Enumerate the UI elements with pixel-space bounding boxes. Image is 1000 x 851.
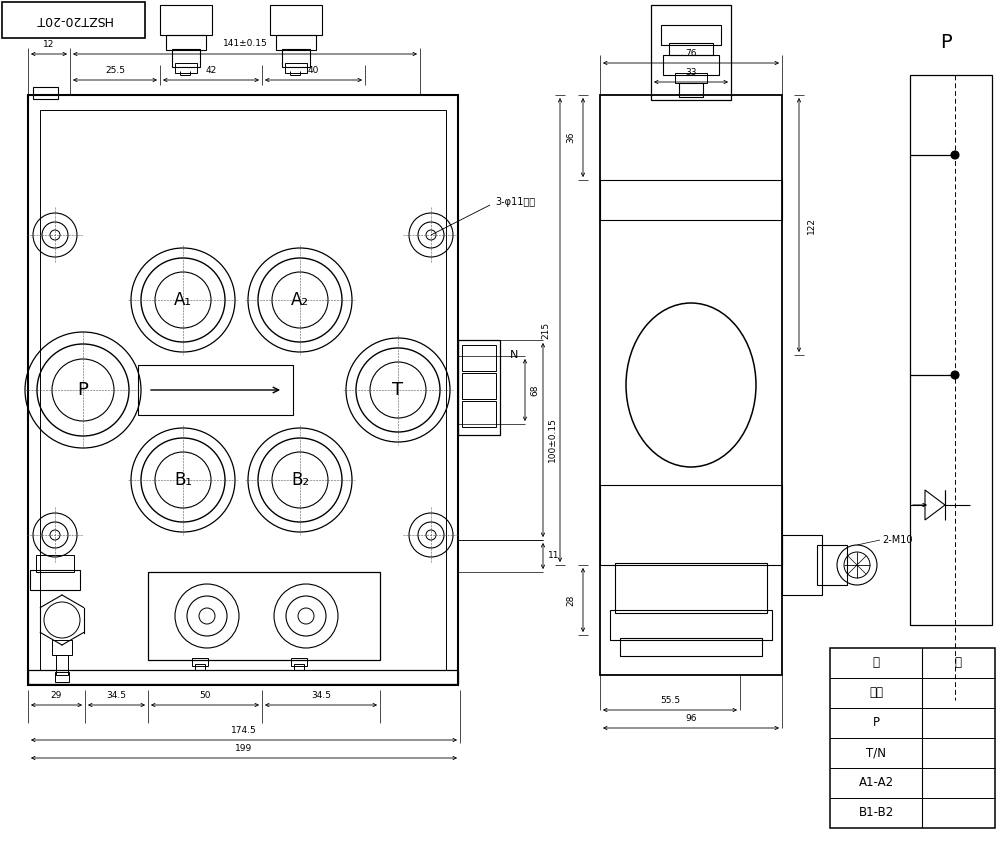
Text: 55.5: 55.5 — [660, 696, 680, 705]
Bar — [40, 110, 446, 670]
Text: 阀: 阀 — [872, 656, 880, 670]
Bar — [462, 373, 496, 399]
Text: 12: 12 — [43, 40, 55, 49]
Text: 141±0.15: 141±0.15 — [223, 39, 267, 48]
Bar — [830, 648, 995, 828]
Text: P: P — [940, 32, 952, 52]
Bar — [175, 63, 197, 73]
Circle shape — [951, 371, 959, 379]
Text: 50: 50 — [199, 691, 211, 700]
Text: 40: 40 — [307, 66, 319, 75]
Bar — [56, 655, 68, 675]
Text: A₂: A₂ — [291, 291, 309, 309]
Text: 29: 29 — [50, 691, 62, 700]
Text: 33: 33 — [685, 68, 697, 77]
Bar — [675, 73, 707, 83]
Bar — [2, 2, 145, 38]
Circle shape — [426, 230, 436, 240]
Text: 34.5: 34.5 — [311, 691, 331, 700]
Text: 100±0.15: 100±0.15 — [548, 418, 557, 462]
Bar — [615, 563, 767, 613]
Text: 174.5: 174.5 — [231, 726, 257, 735]
Bar — [600, 485, 782, 565]
Text: 42: 42 — [205, 66, 217, 75]
Circle shape — [50, 530, 60, 540]
Text: 34.5: 34.5 — [106, 691, 126, 700]
Bar — [28, 95, 458, 685]
Bar — [172, 49, 200, 67]
Text: 215: 215 — [541, 322, 550, 339]
Text: N: N — [510, 350, 518, 360]
Text: 76: 76 — [685, 49, 697, 58]
Text: B1-B2: B1-B2 — [858, 807, 894, 820]
Text: 68: 68 — [530, 385, 539, 396]
Bar — [462, 345, 496, 371]
Text: 3-φ11通孔: 3-φ11通孔 — [495, 197, 535, 207]
Bar — [285, 63, 307, 73]
Text: 199: 199 — [235, 744, 253, 753]
Bar — [192, 658, 208, 666]
Text: 122: 122 — [807, 216, 816, 233]
Bar — [679, 83, 703, 97]
Bar — [148, 572, 380, 660]
Bar — [166, 35, 206, 50]
Bar — [661, 25, 721, 45]
Text: 11: 11 — [548, 551, 560, 561]
Bar — [291, 658, 307, 666]
Text: 25.5: 25.5 — [105, 66, 125, 75]
Bar — [600, 180, 782, 220]
Bar — [160, 5, 212, 35]
Bar — [462, 401, 496, 427]
Bar — [458, 340, 500, 435]
Bar — [294, 664, 304, 670]
Bar — [138, 365, 293, 415]
Bar — [282, 49, 310, 67]
Bar — [651, 5, 731, 100]
Text: T/N: T/N — [866, 746, 886, 759]
Bar — [36, 555, 74, 572]
Bar — [782, 535, 822, 595]
Text: A₁: A₁ — [174, 291, 192, 309]
Bar — [600, 95, 782, 675]
Text: 28: 28 — [566, 594, 575, 606]
Bar — [270, 5, 322, 35]
Text: T: T — [392, 381, 404, 399]
Text: 阀: 阀 — [954, 656, 962, 670]
Text: 36: 36 — [566, 131, 575, 143]
Text: B₂: B₂ — [291, 471, 309, 489]
Bar — [910, 75, 992, 625]
Bar — [817, 545, 847, 585]
Bar — [620, 638, 762, 656]
Bar — [55, 672, 69, 682]
Bar — [52, 640, 72, 655]
Text: A1-A2: A1-A2 — [858, 776, 894, 790]
Bar — [276, 35, 316, 50]
Circle shape — [50, 230, 60, 240]
Bar — [610, 610, 772, 640]
Bar — [33, 87, 58, 99]
Bar — [30, 570, 80, 590]
Circle shape — [951, 151, 959, 159]
Text: P: P — [78, 381, 88, 399]
Bar — [195, 664, 205, 670]
Text: 2-M10: 2-M10 — [882, 535, 912, 545]
Bar — [28, 670, 458, 684]
Text: B₁: B₁ — [174, 471, 192, 489]
Text: P: P — [872, 717, 880, 729]
Bar — [663, 55, 719, 75]
Text: 96: 96 — [685, 714, 697, 723]
Text: 接口: 接口 — [869, 687, 883, 700]
Text: HSZT20-20T: HSZT20-20T — [34, 13, 112, 26]
Circle shape — [426, 530, 436, 540]
Bar — [669, 43, 713, 55]
